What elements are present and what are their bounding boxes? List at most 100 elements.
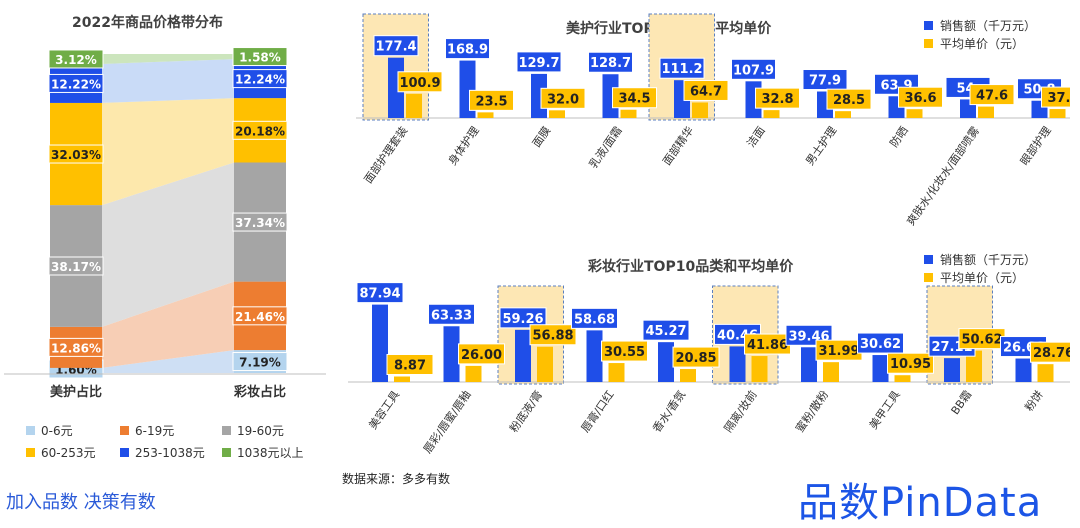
category-label: 唇膏/口红	[578, 388, 617, 435]
price-label-bg	[469, 89, 514, 111]
stack-label-bg	[232, 47, 288, 67]
beauty-legend: 销售额（千万元） 平均单价（元）	[924, 16, 1036, 52]
price-label-bg	[529, 324, 577, 346]
sales-value-label: 87.94	[359, 287, 400, 302]
data-source: 数据来源：多多有数	[342, 472, 451, 486]
sales-bar	[515, 329, 531, 382]
price-value-label: 32.8	[761, 92, 793, 107]
sales-value-label: 128.7	[590, 56, 631, 71]
column-label: 美护占比	[50, 384, 102, 400]
stack-label-bg	[48, 337, 104, 357]
price-bar	[620, 109, 637, 118]
price-bar	[406, 93, 422, 118]
makeup-top10-chart: 87.94 8.87 美容工具 63.33 26.00 唇彩/唇蜜/唇釉 59.26 56.8…	[348, 282, 1070, 456]
price-bar	[751, 356, 768, 382]
stack-value-label: 12.86%	[51, 341, 101, 355]
sales-label-bg	[731, 58, 776, 80]
price-label-bg	[755, 87, 800, 109]
category-label: 身体护理	[445, 124, 482, 168]
sales-label-bg	[642, 319, 690, 341]
sales-bar	[801, 347, 817, 382]
beauty-top10-chart: 177.4 100.9 面部护理套装 168.9 23.5 身体护理 129.7 32.0 面膜…	[356, 13, 1070, 228]
category-label: 美容工具	[366, 388, 403, 432]
stack-label-bg	[48, 256, 104, 276]
price-label-bg	[898, 86, 943, 108]
price-label-bg	[1041, 86, 1070, 108]
price-label-bg	[969, 84, 1015, 106]
stack-value-label: 37.34%	[235, 216, 285, 230]
beauty-legend-price: 平均单价（元）	[924, 34, 1036, 52]
sales-label-bg	[659, 57, 705, 79]
legend-item-6-19: 6-19元	[120, 422, 174, 439]
stack-value-label: 38.17%	[51, 260, 101, 274]
stack-value-label: 20.18%	[235, 124, 285, 138]
makeup-legend-sales: 销售额（千万元）	[924, 250, 1036, 268]
price-value-label: 47.6	[976, 89, 1008, 104]
category-label: 隔离/妆前	[721, 388, 760, 435]
flow-band	[102, 162, 234, 327]
price-bar	[608, 363, 625, 382]
stack-value-label: 32.03%	[51, 148, 101, 162]
price-label-bg	[601, 340, 648, 362]
price-bar	[835, 111, 851, 118]
price-value-label: 26.00	[461, 348, 502, 363]
price-value-label: 100.9	[399, 76, 440, 91]
category-label: 蜜粉/散粉	[792, 388, 831, 435]
price-band-chart: 1.60%12.86%38.17%32.03%12.22%3.12%7.19%2…	[4, 47, 326, 400]
price-value-label: 32.0	[547, 92, 579, 107]
sales-label-bg	[428, 303, 475, 325]
sales-bar	[658, 342, 674, 382]
price-value-label: 64.7	[690, 84, 722, 99]
stack-label-bg	[48, 73, 104, 93]
legend-item-60-253: 60-253元	[26, 444, 96, 461]
price-label-bg	[386, 354, 434, 376]
sales-bar	[944, 358, 960, 382]
stack-value-label: 12.22%	[51, 77, 101, 91]
price-label-bg	[826, 88, 872, 110]
beauty-legend-sales: 销售额（千万元）	[924, 16, 1036, 34]
sales-label-bg	[516, 51, 562, 73]
price-label-bg	[683, 79, 729, 101]
legend-item-19-60: 19-60元	[222, 422, 284, 439]
price-label-bg	[1030, 341, 1070, 363]
category-label: 防晒	[887, 124, 911, 150]
price-value-label: 10.95	[890, 357, 931, 372]
sales-label-bg	[373, 35, 419, 57]
price-value-label: 30.55	[604, 345, 645, 360]
left-chart-title: 2022年商品价格带分布	[72, 15, 223, 31]
sales-bar	[1015, 358, 1032, 382]
sales-label-bg	[802, 69, 848, 91]
legend-item-253-1038: 253-1038元	[120, 444, 205, 461]
price-label-bg	[612, 87, 657, 109]
category-label: 面部精华	[660, 124, 697, 168]
sales-value-label: 45.27	[645, 324, 686, 339]
price-value-label: 37.2	[1047, 91, 1070, 106]
price-value-label: 28.76	[1033, 346, 1070, 361]
price-bar	[763, 110, 780, 118]
sales-value-label: 107.9	[733, 63, 774, 78]
price-value-label: 28.5	[833, 93, 865, 108]
makeup-chart-title: 彩妆行业TOP10品类和平均单价	[588, 259, 794, 275]
price-bar	[894, 375, 911, 382]
sales-bar	[872, 355, 889, 382]
sales-label-bg	[588, 51, 633, 73]
price-label-bg	[397, 71, 443, 93]
price-value-label: 50.62	[961, 333, 1002, 348]
sales-value-label: 129.7	[518, 56, 559, 71]
stack-label-bg	[232, 120, 288, 140]
price-label-bg	[458, 343, 505, 365]
category-label: 乳液/面霜	[586, 124, 625, 171]
legend-item-0-6: 0-6元	[26, 422, 73, 439]
slogan: 加入品数 决策有数	[6, 492, 156, 513]
price-value-label: 23.5	[475, 94, 507, 109]
category-label: 唇彩/唇蜜/唇釉	[420, 388, 474, 456]
stack-value-label: 1.58%	[239, 51, 281, 65]
legend-item-1038-plus: 1038元以上	[222, 444, 304, 461]
stack-label-bg	[232, 352, 288, 372]
sales-value-label: 59.26	[502, 312, 543, 327]
price-label-bg	[887, 352, 934, 374]
sales-value-label: 168.9	[447, 43, 488, 58]
pindata-logo: 品数PinData	[798, 480, 1043, 526]
price-bar	[1037, 364, 1054, 382]
flow-band	[102, 59, 234, 103]
